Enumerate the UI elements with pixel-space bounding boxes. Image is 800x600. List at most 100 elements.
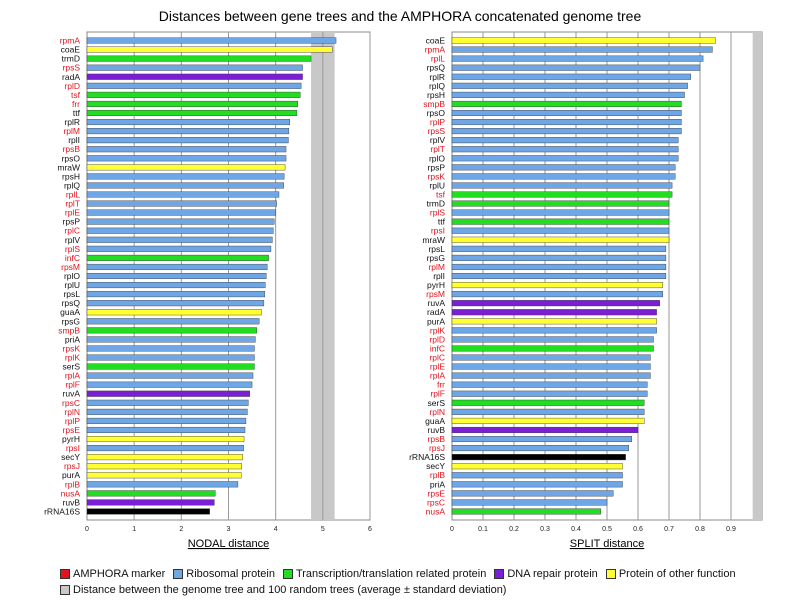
gene-label: coaE: [426, 36, 446, 46]
legend-label: Transcription/translation related protei…: [295, 568, 487, 580]
gene-label: rplC: [429, 353, 445, 363]
gene-label: rRNA16S: [44, 506, 80, 516]
bar-mraW: [451, 236, 670, 243]
bar-frr: [86, 100, 299, 107]
gene-label: radA: [62, 72, 80, 82]
bar-rplF: [86, 381, 253, 388]
gene-label: rpsJ: [64, 461, 80, 471]
gene-label: coaE: [61, 45, 81, 55]
legend-item: Protein of other function: [605, 568, 736, 580]
gene-label: rplT: [430, 144, 445, 154]
gene-label: frr: [72, 99, 80, 109]
gene-label: rplV: [65, 235, 80, 245]
bar-rplA: [451, 372, 651, 379]
bar-rpsK: [86, 345, 255, 352]
gene-label: rplS: [430, 208, 445, 218]
bar-rpsE: [451, 490, 614, 497]
gene-label: guaA: [425, 416, 445, 426]
x-tick-label: 0.4: [571, 526, 581, 533]
gene-label: rplE: [430, 362, 445, 372]
gene-label: infC: [65, 253, 80, 263]
bar-ruvA: [451, 300, 660, 307]
bar-rpsG: [451, 254, 667, 261]
bar-rpsS: [451, 128, 682, 135]
legend-item-band: Distance between the genome tree and 100…: [60, 584, 506, 596]
bar-rpsI: [451, 227, 670, 234]
bar-secY: [86, 454, 243, 461]
gene-label: rplV: [430, 135, 445, 145]
bar-rplR: [86, 119, 291, 126]
gene-label: rplU: [64, 280, 80, 290]
legend-swatch-band: [60, 585, 70, 595]
bar-ruvB: [86, 499, 215, 506]
bar-rRNA16S: [451, 454, 626, 461]
bar-rplD: [451, 336, 654, 343]
gene-label: smpB: [423, 99, 445, 109]
bar-serS: [451, 399, 645, 406]
x-tick-label: 6: [368, 526, 372, 533]
gene-label: rplF: [430, 389, 445, 399]
bar-rpmA: [451, 46, 713, 53]
bar-rpsP: [451, 164, 676, 171]
x-tick-label: 5: [321, 526, 325, 533]
bar-pyrH: [86, 436, 245, 443]
gene-label: rplM: [63, 126, 80, 136]
gene-label: rplE: [65, 208, 80, 218]
bar-rplV: [451, 137, 679, 144]
bar-rplU: [451, 182, 673, 189]
bar-rpsB: [86, 146, 287, 153]
bar-ttf: [86, 109, 298, 116]
bar-frr: [451, 381, 648, 388]
gene-label: rpsB: [63, 144, 81, 154]
bar-rpsP: [86, 218, 275, 225]
gene-label: rplI: [433, 271, 445, 281]
bar-rplB: [451, 472, 623, 479]
gene-label: rpsQ: [427, 63, 446, 73]
legend-swatch: [282, 569, 293, 579]
gene-label: rplB: [430, 470, 445, 480]
bar-rpmA: [86, 37, 337, 44]
nodal-chart: 0 1 2 3 4 5 6 NODAL distance rpmAcoaEtrmDrpsSrad…: [44, 31, 372, 550]
gene-label: secY: [61, 452, 80, 462]
gene-label: rpsH: [427, 90, 445, 100]
bar-nusA: [86, 490, 216, 497]
bar-purA: [86, 472, 242, 479]
bar-rpsH: [451, 91, 685, 98]
gene-label: rplN: [64, 407, 80, 417]
bar-rRNA16S: [86, 508, 210, 515]
bar-priA: [451, 481, 623, 488]
bar-coaE: [86, 46, 333, 53]
bar-tsf: [451, 191, 673, 198]
gene-label: rpsS: [428, 126, 446, 136]
bar-mraW: [86, 164, 286, 171]
bar-rpsQ: [451, 64, 701, 71]
bar-rplB: [86, 481, 239, 488]
gene-label: rplU: [429, 180, 445, 190]
gene-label: rplC: [64, 226, 80, 236]
gene-label: rpsK: [428, 171, 446, 181]
x-tick-label: 0.3: [540, 526, 550, 533]
gene-label: rplD: [429, 334, 445, 344]
legend-item: Transcription/translation related protei…: [282, 568, 487, 580]
gene-label: rpmA: [60, 36, 81, 46]
bar-rplK: [451, 327, 657, 334]
bar-rplK: [86, 354, 255, 361]
bar-smpB: [451, 100, 682, 107]
x-tick-label: 3: [227, 526, 231, 533]
gene-label: rpsL: [428, 244, 445, 254]
gene-label: rplS: [65, 244, 80, 254]
split-chart: 0 0.1 0.2 0.3 0.4 0.5 0.6 0.7 0.8 0.9 SPLIT distan…: [409, 31, 763, 550]
gene-label: smpB: [58, 325, 80, 335]
bar-rplP: [86, 417, 247, 424]
bar-rpsK: [451, 173, 676, 180]
legend-row-band: Distance between the genome tree and 100…: [60, 584, 514, 596]
bar-rpsH: [86, 173, 285, 180]
bar-rplO: [86, 272, 267, 280]
gene-label: rpsG: [62, 316, 80, 326]
gene-label: rpsE: [428, 488, 446, 498]
legend-label-band: Distance between the genome tree and 100…: [73, 584, 507, 596]
gene-label: rplN: [429, 407, 445, 417]
gene-label: rpsJ: [429, 443, 445, 453]
gene-label: serS: [63, 362, 81, 372]
bar-rplE: [86, 209, 276, 216]
